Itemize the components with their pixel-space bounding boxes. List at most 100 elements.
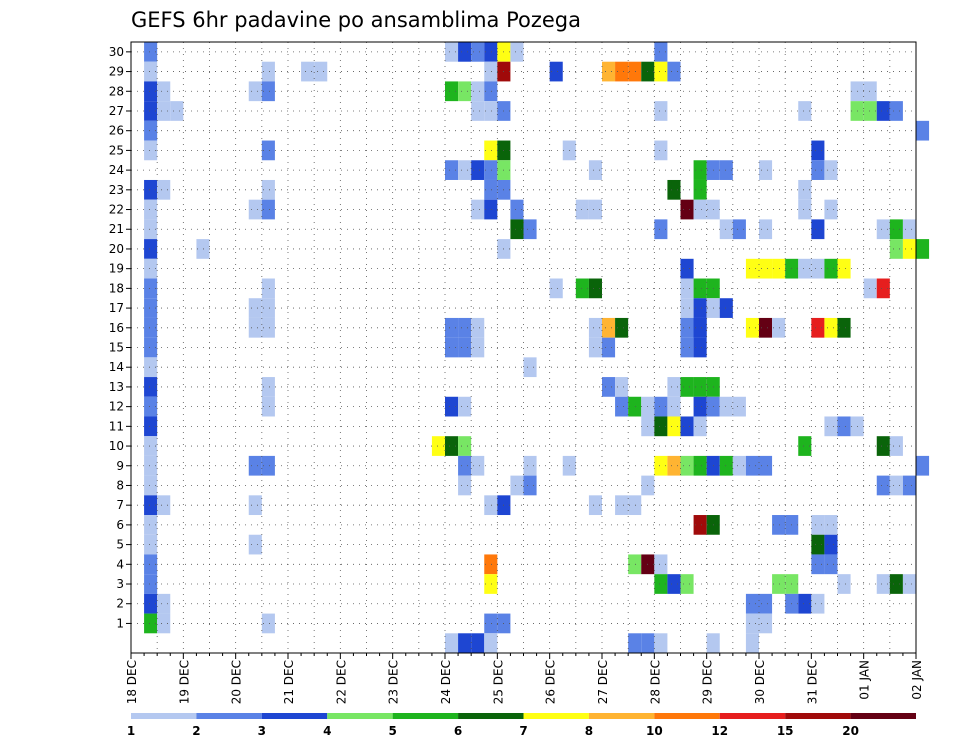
- heatmap-cell: [144, 239, 158, 259]
- heatmap-cell: [798, 101, 812, 121]
- x-tick-label: 25 DEC: [491, 660, 505, 704]
- heatmap-cell: [445, 160, 459, 180]
- heatmap-cell: [732, 219, 746, 240]
- heatmap-cell: [144, 574, 158, 594]
- heatmap-cell: [157, 179, 171, 200]
- y-tick-label: 2: [116, 597, 124, 611]
- heatmap-cell: [798, 593, 812, 614]
- heatmap-cell: [889, 574, 903, 594]
- heatmap-cell: [798, 199, 812, 220]
- heatmap-cell: [693, 396, 707, 417]
- heatmap-cell: [628, 61, 642, 82]
- heatmap-cell: [811, 140, 825, 161]
- heatmap-cell: [458, 436, 472, 456]
- heatmap-cell: [745, 633, 759, 653]
- heatmap-cell: [588, 317, 602, 338]
- heatmap-cell: [732, 455, 746, 476]
- heatmap-cell: [471, 101, 485, 121]
- heatmap-cell: [759, 317, 773, 338]
- heatmap-cell: [484, 179, 498, 200]
- heatmap-cell: [471, 199, 485, 220]
- heatmap-cell: [588, 199, 602, 220]
- y-tick-label: 27: [109, 104, 124, 118]
- heatmap-cell: [811, 534, 825, 555]
- heatmap-cell: [144, 219, 158, 240]
- heatmap-cell: [602, 61, 616, 82]
- heatmap-cell: [667, 396, 681, 417]
- heatmap-cell: [484, 613, 498, 634]
- heatmap-cell: [667, 574, 681, 594]
- heatmap-cell: [458, 160, 472, 180]
- heatmap-cell: [693, 199, 707, 220]
- heatmap-cell: [876, 101, 890, 121]
- heatmap-cell: [654, 101, 668, 121]
- heatmap-cell: [889, 436, 903, 456]
- y-tick-label: 29: [109, 65, 124, 79]
- x-tick-label: 26 DEC: [544, 660, 558, 704]
- heatmap-cell: [261, 179, 275, 200]
- heatmap-cell: [837, 416, 851, 437]
- heatmap-cell: [902, 219, 916, 240]
- heatmap-cell: [602, 337, 616, 358]
- heatmap-cell: [248, 534, 262, 555]
- heatmap-cell: [863, 101, 877, 121]
- heatmap-cell: [248, 495, 262, 516]
- legend-label: 20: [842, 724, 859, 738]
- heatmap-cells: [144, 42, 930, 653]
- heatmap-cell: [824, 160, 838, 180]
- heatmap-cell: [301, 61, 315, 82]
- heatmap-cell: [196, 239, 210, 259]
- heatmap-cell: [445, 436, 459, 456]
- heatmap-cell: [667, 416, 681, 437]
- y-tick-label: 20: [109, 242, 124, 256]
- legend-swatch: [588, 713, 655, 719]
- heatmap-cell: [811, 160, 825, 180]
- x-tick-label: 29 DEC: [701, 660, 715, 704]
- heatmap-cell: [144, 534, 158, 555]
- heatmap-cell: [615, 396, 629, 417]
- heatmap-cell: [549, 61, 563, 82]
- y-tick-label: 9: [116, 459, 124, 473]
- legend-swatch: [458, 713, 524, 719]
- heatmap-cell: [458, 475, 472, 496]
- heatmap-cell: [575, 199, 589, 220]
- heatmap-cell: [248, 199, 262, 220]
- heatmap-cell: [837, 574, 851, 594]
- heatmap-cell: [693, 515, 707, 535]
- y-tick-label: 26: [109, 124, 124, 138]
- heatmap-cell: [811, 593, 825, 614]
- heatmap-cell: [824, 416, 838, 437]
- y-tick-label: 19: [109, 262, 124, 276]
- heatmap-cell: [458, 455, 472, 476]
- heatmap-cell: [549, 278, 563, 299]
- heatmap-cell: [693, 160, 707, 180]
- y-tick-label: 14: [109, 360, 124, 374]
- heatmap-cell: [261, 199, 275, 220]
- heatmap-cell: [484, 101, 498, 121]
- heatmap-cell: [144, 613, 158, 634]
- y-tick-label: 13: [109, 380, 124, 394]
- heatmap-cell: [759, 613, 773, 634]
- heatmap-cell: [510, 475, 524, 496]
- y-tick-label: 7: [116, 498, 124, 512]
- heatmap-cell: [719, 396, 733, 417]
- heatmap-cell: [837, 258, 851, 279]
- heatmap-cell: [798, 179, 812, 200]
- grid-lines: [131, 42, 916, 653]
- heatmap-cell: [811, 258, 825, 279]
- heatmap-cell: [889, 101, 903, 121]
- heatmap-cell: [445, 317, 459, 338]
- heatmap-cell: [719, 160, 733, 180]
- heatmap-cell: [157, 593, 171, 614]
- heatmap-cell: [876, 219, 890, 240]
- heatmap-cell: [445, 633, 459, 653]
- x-tick-label: 30 DEC: [753, 660, 767, 704]
- heatmap-cell: [157, 613, 171, 634]
- heatmap-cell: [523, 357, 537, 378]
- legend-label: 7: [519, 724, 527, 738]
- heatmap-cell: [431, 436, 445, 456]
- heatmap-cell: [261, 61, 275, 82]
- heatmap-cell: [248, 81, 262, 102]
- heatmap-cell: [144, 278, 158, 299]
- chart-title: GEFS 6hr padavine po ansamblima Pozega: [131, 8, 581, 32]
